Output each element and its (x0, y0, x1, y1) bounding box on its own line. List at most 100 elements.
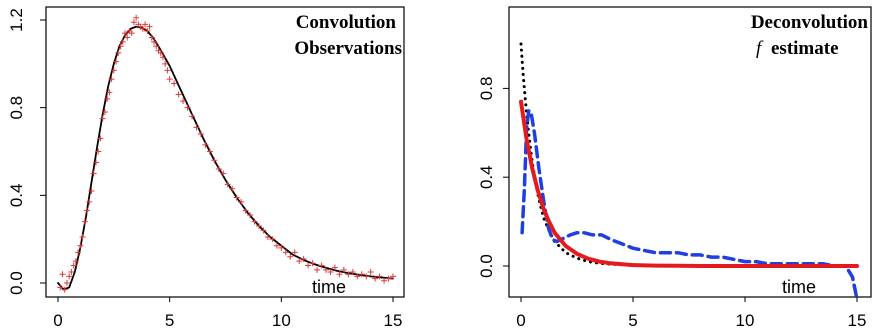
x-tick-label: 5 (628, 311, 637, 330)
data-point (233, 194, 240, 201)
data-point (273, 242, 280, 249)
data-point (385, 275, 392, 282)
data-point (256, 223, 262, 230)
data-point (189, 113, 195, 120)
data-point (287, 253, 294, 260)
data-point (162, 60, 169, 67)
left-panel-convolution: Convolution Observations time 0 5 10 15 0.0 0… (7, 6, 405, 330)
data-point (260, 227, 267, 234)
data-point (314, 266, 321, 273)
data-point (340, 266, 347, 273)
data-point (139, 25, 146, 32)
data-point (300, 255, 307, 262)
right-panel-deconvolution: Deconvolution f estimate time 0 5 10 15 0.0 0… (477, 6, 872, 330)
data-point (59, 271, 66, 278)
data-point (354, 273, 361, 280)
data-point (349, 269, 356, 276)
data-point (238, 198, 245, 205)
data-point (110, 67, 117, 74)
data-point (184, 104, 191, 111)
data-point (101, 109, 108, 116)
data-point (229, 185, 236, 192)
data-point (115, 49, 122, 56)
right-legend-f: f (756, 38, 764, 59)
data-point (133, 14, 140, 21)
data-point (331, 264, 338, 271)
data-point (72, 258, 79, 265)
data-point (79, 233, 86, 240)
data-point (159, 54, 166, 61)
data-point (166, 76, 173, 83)
data-point (122, 30, 128, 37)
left-legend-line1: Convolution (296, 12, 397, 33)
left-xaxis-label: time (312, 277, 346, 297)
right-legend-line1: Deconvolution (751, 12, 869, 33)
data-point (269, 236, 276, 243)
data-point (153, 43, 160, 50)
data-point (363, 273, 370, 280)
data-point (381, 277, 388, 284)
data-point (142, 21, 149, 28)
data-point (84, 207, 91, 214)
data-point (108, 76, 115, 83)
data-point (345, 271, 352, 278)
y-tick-label: 0.8 (7, 96, 26, 120)
data-point (68, 269, 75, 276)
data-point (128, 30, 135, 37)
data-point (220, 170, 227, 177)
data-point (124, 34, 131, 41)
y-tick-label: 0.4 (477, 165, 496, 189)
data-point (376, 273, 383, 280)
data-point (157, 49, 164, 56)
data-point (66, 273, 73, 280)
data-point (95, 148, 102, 155)
y-tick-label: 0.8 (477, 77, 496, 101)
series-line-dashed (520, 108, 859, 302)
x-tick-label: 15 (384, 311, 403, 330)
data-point (92, 159, 99, 166)
data-point (202, 141, 209, 148)
x-tick-label: 0 (516, 311, 525, 330)
data-point (336, 271, 343, 278)
data-point (164, 67, 171, 74)
data-point (130, 19, 137, 26)
x-tick-label: 0 (53, 311, 62, 330)
data-point (113, 58, 120, 65)
data-point (318, 262, 325, 269)
data-point (106, 89, 113, 96)
data-point (175, 91, 182, 98)
data-point (372, 275, 379, 282)
data-point (224, 181, 231, 188)
data-point (206, 148, 213, 155)
x-tick-label: 10 (272, 311, 291, 330)
data-point (193, 124, 200, 131)
data-point (211, 157, 218, 164)
right-legend-line2: estimate (771, 38, 839, 59)
data-point (151, 38, 158, 45)
series-line-line (57, 25, 394, 291)
data-point (327, 269, 334, 276)
x-tick-label: 5 (165, 311, 174, 330)
data-point (296, 258, 303, 265)
data-point (97, 135, 104, 142)
data-point (180, 98, 187, 105)
series-line-line (519, 99, 859, 268)
data-point (367, 269, 374, 276)
y-tick-label: 0.0 (477, 254, 496, 278)
data-point (247, 212, 254, 219)
data-point (117, 43, 124, 50)
data-point (81, 218, 88, 225)
y-tick-label: 0.0 (7, 271, 26, 295)
data-point (323, 266, 329, 273)
data-point (242, 207, 249, 214)
data-point (305, 262, 312, 269)
data-point (358, 271, 365, 278)
data-point (278, 244, 285, 251)
data-point (148, 34, 155, 41)
y-tick-label: 1.2 (7, 8, 26, 32)
data-point (57, 284, 64, 291)
data-point (119, 38, 126, 45)
data-point (309, 260, 316, 267)
left-legend-line2: Observations (294, 38, 402, 59)
